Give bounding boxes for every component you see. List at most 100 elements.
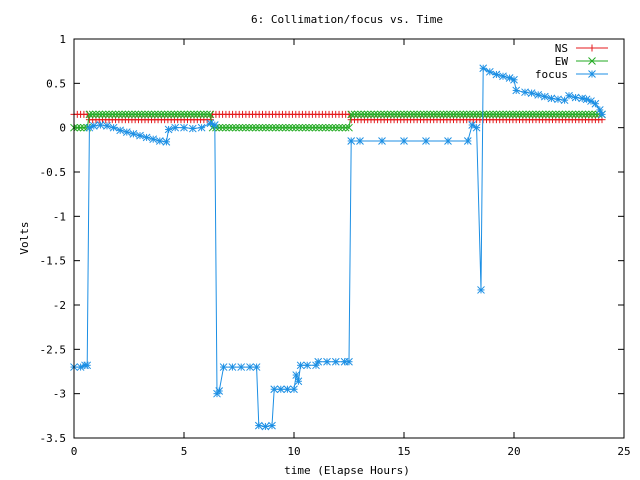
- data-point-EW: [532, 110, 540, 119]
- y-tick-label: -3.5: [40, 432, 67, 445]
- data-point-EW: [315, 123, 323, 132]
- data-point-EW: [545, 110, 554, 119]
- data-point-EW: [85, 110, 94, 119]
- data-point-EW: [499, 110, 507, 119]
- data-point-focus: [345, 357, 353, 366]
- data-point-EW: [108, 110, 117, 119]
- data-point-EW: [357, 110, 365, 119]
- data-point-EW: [298, 123, 307, 132]
- data-point-EW: [242, 123, 250, 132]
- data-point-focus: [521, 88, 529, 97]
- data-point-EW: [291, 123, 300, 132]
- data-point-EW: [535, 110, 544, 119]
- data-point-focus: [534, 91, 543, 99]
- data-point-EW: [578, 110, 587, 119]
- data-point-EW: [147, 110, 156, 119]
- data-point-EW: [353, 110, 362, 119]
- data-point-focus: [237, 363, 246, 371]
- data-point-EW: [232, 123, 240, 132]
- data-point-focus: [109, 123, 118, 132]
- data-point-EW: [167, 110, 176, 119]
- data-point-EW: [489, 110, 497, 119]
- data-point-EW: [416, 110, 425, 119]
- data-point-EW: [73, 123, 82, 132]
- data-point-EW: [542, 110, 550, 119]
- data-point-focus: [246, 363, 254, 371]
- data-point-EW: [170, 110, 179, 119]
- data-point-EW: [177, 110, 185, 119]
- data-point-EW: [321, 123, 330, 132]
- data-point-EW: [443, 110, 451, 119]
- data-point-EW: [265, 123, 274, 132]
- data-point-focus: [331, 357, 340, 366]
- x-tick-label: 5: [181, 445, 188, 458]
- data-point-focus: [122, 128, 131, 136]
- data-point-focus: [303, 361, 312, 370]
- data-point-EW: [228, 123, 237, 132]
- data-point-focus: [540, 92, 549, 101]
- data-point-EW: [360, 110, 369, 119]
- data-point-focus: [228, 363, 237, 371]
- data-point-EW: [311, 123, 320, 132]
- data-point-EW: [160, 110, 169, 119]
- data-point-EW: [144, 110, 153, 119]
- series-focus: [70, 64, 606, 431]
- data-point-EW: [105, 110, 113, 119]
- data-point-EW: [98, 110, 107, 119]
- data-point-EW: [183, 110, 192, 119]
- data-point-EW: [88, 110, 97, 119]
- data-point-focus: [219, 363, 228, 371]
- data-point-EW: [403, 110, 412, 119]
- data-point-focus: [268, 421, 276, 430]
- data-point-EW: [338, 123, 347, 132]
- data-point-focus: [323, 357, 331, 366]
- data-point-EW: [584, 110, 593, 119]
- data-point-EW: [248, 123, 257, 132]
- data-point-focus: [270, 385, 279, 394]
- data-point-focus: [296, 361, 305, 370]
- data-point-EW: [581, 110, 590, 119]
- data-point-EW: [433, 110, 441, 119]
- data-point-EW: [561, 110, 570, 119]
- data-point-focus: [136, 131, 144, 140]
- data-point-focus: [591, 99, 600, 108]
- data-point-focus: [422, 137, 430, 145]
- data-point-EW: [419, 110, 428, 119]
- data-point-EW: [255, 123, 264, 132]
- data-point-EW: [154, 110, 162, 119]
- data-point-EW: [380, 110, 389, 119]
- x-tick-label: 10: [287, 445, 300, 458]
- y-tick-label: -2: [53, 299, 66, 312]
- data-point-focus: [598, 110, 606, 119]
- data-point-EW: [456, 110, 464, 119]
- data-point-focus: [565, 91, 573, 100]
- data-point-focus: [164, 125, 173, 134]
- data-point-focus: [472, 123, 481, 132]
- data-point-EW: [281, 123, 290, 132]
- data-point-EW: [196, 110, 205, 119]
- data-point-EW: [347, 110, 356, 119]
- data-point-EW: [150, 110, 159, 119]
- data-point-focus: [444, 137, 452, 145]
- data-point-EW: [251, 123, 260, 132]
- data-point-EW: [462, 110, 471, 119]
- data-point-focus: [116, 126, 125, 135]
- data-point-focus: [499, 72, 507, 81]
- y-tick-label: 1: [59, 33, 66, 46]
- data-point-EW: [370, 110, 379, 119]
- data-point-focus: [149, 135, 158, 144]
- data-point-EW: [180, 110, 189, 119]
- data-point-EW: [555, 110, 563, 119]
- data-point-EW: [528, 110, 537, 119]
- data-point-focus: [252, 363, 261, 371]
- data-point-EW: [588, 110, 596, 119]
- legend-marker-EW: [588, 57, 596, 65]
- data-point-focus: [261, 422, 270, 431]
- data-point-focus: [103, 122, 111, 130]
- data-point-EW: [114, 110, 123, 119]
- data-point-focus: [162, 137, 171, 146]
- data-point-focus: [180, 123, 188, 132]
- data-point-focus: [477, 286, 485, 294]
- y-tick-label: -0.5: [40, 166, 67, 179]
- data-point-EW: [495, 110, 504, 119]
